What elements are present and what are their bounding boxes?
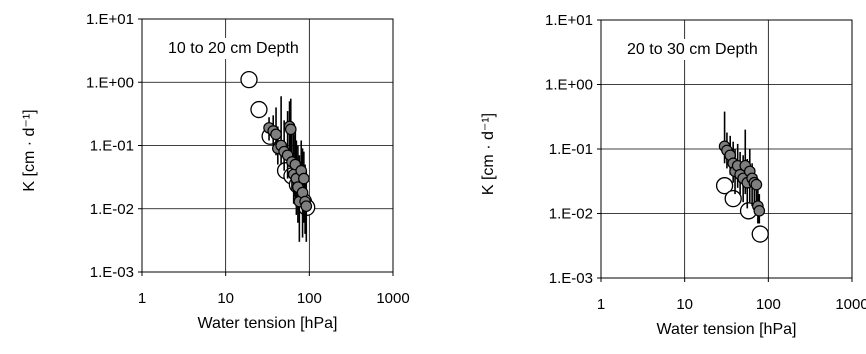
- annotation-background: [623, 39, 762, 60]
- open-circle-point: [751, 225, 769, 243]
- y-axis-label: K [cm · d⁻¹]: [21, 109, 38, 191]
- filled-circle-point: [750, 178, 763, 191]
- x-tick-label: 1: [138, 290, 146, 307]
- open-circle-point: [250, 100, 268, 119]
- open-circle-point: [240, 70, 258, 89]
- chart-panel-2: 1.E-03 1.E-02 1.E-01 1.E+00 1.E+01 1 10 100 1000…: [480, 12, 866, 338]
- y-tick-label: 1.E-02: [549, 206, 593, 223]
- y-tick-label: 1.E+00: [86, 74, 134, 91]
- depth-annotation: 10 to 20 cm Depth: [168, 40, 299, 57]
- x-tick-label: 1: [597, 296, 605, 313]
- x-tick-label: 1000: [835, 296, 866, 313]
- y-tick-label: 1.E-02: [90, 201, 134, 218]
- filled-circle-point: [270, 128, 282, 141]
- filled-circle-point: [284, 123, 297, 136]
- y-tick-label: 1.E+01: [545, 12, 593, 29]
- filled-circle-point: [298, 172, 310, 185]
- y-tick-label: 1.E-03: [549, 270, 593, 287]
- x-tick-label: 100: [297, 290, 322, 307]
- x-tick-label: 10: [217, 290, 234, 307]
- chart-panel-1: 1.E-03 1.E-02 1.E-01 1.E+00 1.E+01 1 10 100 1000…: [21, 11, 410, 332]
- annotation-background: [164, 38, 303, 59]
- filled-circle-point: [300, 200, 313, 212]
- y-tick-label: 1.E-01: [549, 141, 593, 158]
- open-circle-point: [715, 177, 734, 195]
- x-axis-label: Water tension [hPa]: [657, 321, 797, 338]
- filled-circle-point: [753, 205, 766, 217]
- depth-annotation: 20 to 30 cm Depth: [627, 41, 758, 58]
- open-circle-point: [724, 189, 742, 208]
- y-tick-label: 1.E+01: [86, 11, 134, 28]
- x-tick-label: 1000: [376, 290, 409, 307]
- y-tick-label: 1.E-01: [90, 138, 134, 155]
- x-tick-label: 10: [676, 296, 693, 313]
- y-tick-label: 1.E-03: [90, 264, 134, 281]
- x-axis-label: Water tension [hPa]: [198, 315, 338, 332]
- y-axis-label: K [cm · d⁻¹]: [480, 113, 497, 195]
- y-tick-label: 1.E+00: [545, 77, 593, 94]
- x-tick-label: 100: [756, 296, 781, 313]
